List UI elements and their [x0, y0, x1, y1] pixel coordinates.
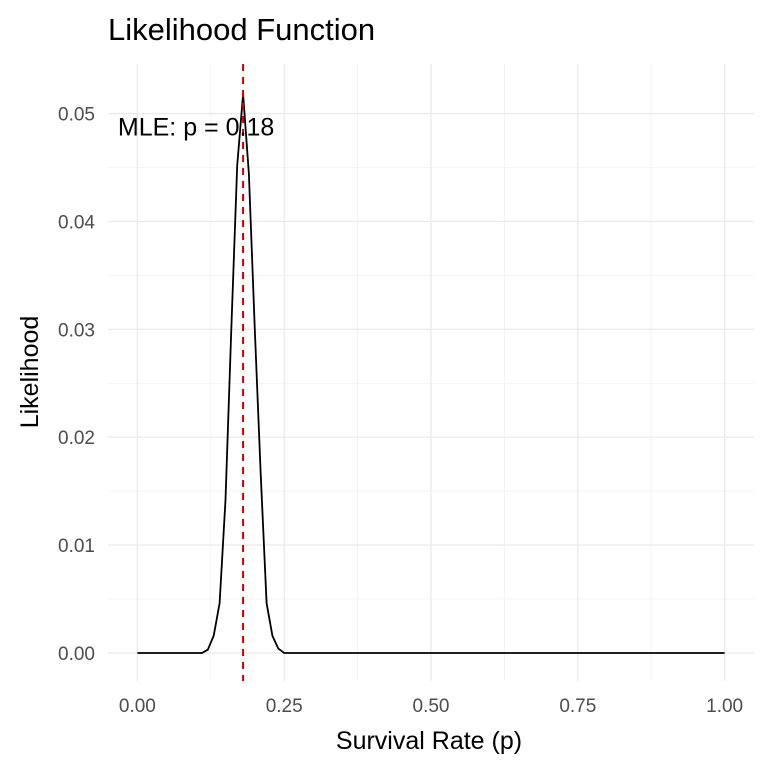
- chart-title: Likelihood Function: [108, 12, 375, 47]
- series-layer: [137, 94, 725, 654]
- y-tick-label: 0.03: [58, 320, 95, 341]
- y-tick-label: 0.00: [58, 644, 95, 665]
- y-tick-label: 0.05: [58, 105, 95, 126]
- y-tick-label: 0.02: [58, 428, 95, 449]
- y-tick-label: 0.01: [58, 536, 95, 557]
- likelihood-curve: [137, 94, 725, 654]
- x-tick-label: 0.50: [413, 696, 450, 717]
- mle-annotation: MLE: p = 0.18: [118, 114, 274, 142]
- x-tick-label: 0.75: [559, 696, 596, 717]
- y-tick-label: 0.04: [58, 212, 95, 233]
- x-tick-label: 0.25: [266, 696, 303, 717]
- x-tick-label: 0.00: [119, 696, 156, 717]
- x-tick-label: 1.00: [706, 696, 743, 717]
- x-axis-title: Survival Rate (p): [336, 727, 522, 755]
- grid: [108, 64, 754, 681]
- y-axis-title: Likelihood: [16, 316, 44, 429]
- overlay-layer: MLE: p = 0.18: [118, 64, 274, 681]
- tick-layer: 0.00 0.25 0.50 0.75 1.00 0.00 0.01 0.02 0.03 0.04…: [58, 105, 743, 717]
